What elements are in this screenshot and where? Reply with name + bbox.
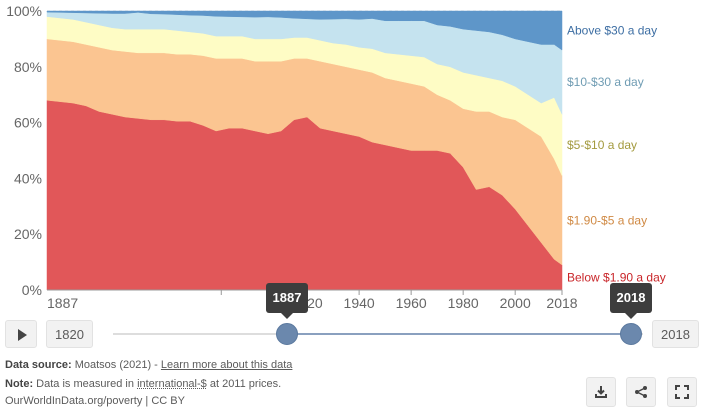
legend-label-1: $1.90-$5 a day (567, 213, 647, 227)
note-label: Note: (5, 378, 34, 390)
data-source-label: Data source: (5, 359, 72, 371)
credit-line[interactable]: OurWorldInData.org/poverty | CC BY (5, 395, 185, 407)
note-line: Note: Data is measured in international-… (5, 378, 281, 390)
x-tick-label: 1940 (344, 295, 375, 311)
y-tick-label: 40% (14, 170, 42, 186)
timeline-selected-range (287, 333, 631, 335)
international-dollar-link[interactable]: international-$ (137, 378, 207, 390)
legend-label-4: Above $30 a day (567, 24, 657, 38)
timeline-right-handle[interactable] (620, 323, 642, 345)
legend: Below $1.90 a day $1.90-$5 a day $5-$10 a … (567, 24, 666, 285)
download-icon (595, 386, 607, 398)
y-tick-label: 80% (14, 59, 42, 75)
data-source-line: Data source: Moatsos (2021) - Learn more… (5, 359, 292, 371)
axis-layer: 0%20%40%60%80%100%1887192019401960198020… (6, 3, 578, 311)
legend-label-2: $5-$10 a day (567, 138, 637, 152)
data-source-text: Moatsos (2021) - (74, 359, 158, 371)
x-tick-label: 2000 (500, 295, 531, 311)
x-tick-label: 2018 (546, 295, 577, 311)
play-icon (18, 329, 27, 341)
fullscreen-icon (675, 385, 689, 399)
legend-label-3: $10-$30 a day (567, 75, 644, 89)
learn-more-link[interactable]: Learn more about this data (160, 359, 293, 371)
y-tick-label: 20% (14, 226, 42, 242)
x-tick-label: 1960 (396, 295, 427, 311)
legend-label-0: Below $1.90 a day (567, 270, 666, 284)
play-button[interactable] (5, 320, 37, 348)
y-tick-label: 0% (22, 282, 42, 298)
download-button[interactable] (586, 377, 616, 407)
share-button[interactable] (626, 377, 656, 407)
timeline-left-handle[interactable] (276, 323, 298, 345)
area-layer (46, 10, 563, 291)
stacked-area-chart: 0%20%40%60%80%100%1887192019401960198020… (6, 3, 666, 311)
share-icon (635, 386, 647, 398)
fullscreen-button[interactable] (667, 377, 697, 407)
x-tick-label: 1887 (47, 295, 78, 311)
timeline-end-year: 2018 (652, 320, 699, 348)
y-tick-label: 100% (6, 3, 42, 19)
timeline-start-year: 1820 (46, 320, 93, 348)
timeline-right-handle-tooltip: 2018 (609, 283, 653, 319)
area-series-4 (46, 10, 563, 51)
note-text-post: at 2011 prices. (209, 378, 282, 390)
timeline-left-handle-tooltip: 1887 (265, 283, 309, 319)
x-tick-label: 1980 (448, 295, 479, 311)
y-tick-label: 60% (14, 115, 42, 131)
note-text-pre: Data is measured in (36, 378, 134, 390)
